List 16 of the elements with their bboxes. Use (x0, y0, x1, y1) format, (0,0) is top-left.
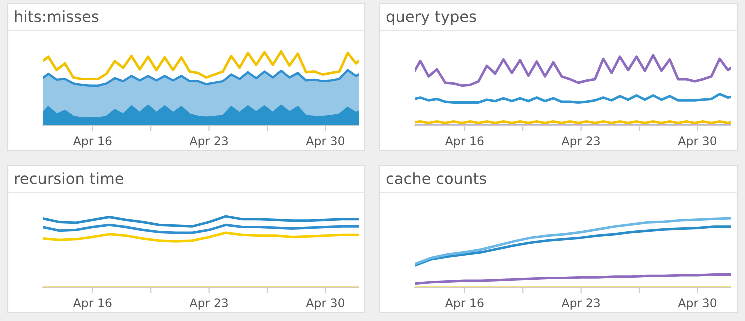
x-tick-label: Apr 23 (562, 136, 600, 148)
x-tick-label: Apr 23 (190, 298, 228, 310)
x-tick-label: Apr 30 (678, 298, 717, 310)
x-tick-label: Apr 16 (73, 136, 112, 148)
x-tick-label: Apr 16 (445, 298, 484, 310)
x-tick-label: Apr 30 (678, 136, 717, 148)
x-tick-label: Apr 30 (306, 298, 345, 310)
chart-title: recursion time (15, 172, 124, 184)
chart-title: hits:misses (15, 10, 99, 22)
x-tick-label: Apr 23 (562, 298, 600, 310)
chart-title: cache counts (386, 172, 486, 184)
x-tick-label: Apr 16 (445, 136, 484, 148)
x-tick-label: Apr 30 (306, 136, 345, 148)
x-tick-label: Apr 16 (73, 298, 112, 310)
x-tick-label: Apr 23 (190, 136, 228, 148)
chart-title: query types (386, 11, 476, 26)
